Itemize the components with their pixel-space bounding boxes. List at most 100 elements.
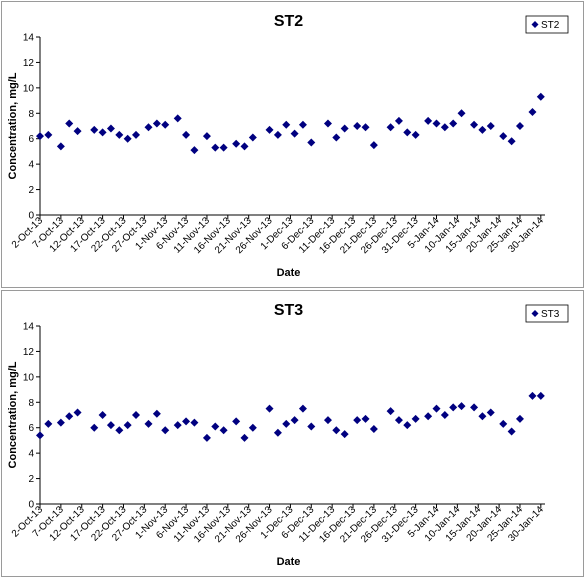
legend-marker	[531, 21, 539, 28]
data-point	[65, 119, 74, 128]
data-point	[190, 146, 199, 155]
data-point	[131, 411, 140, 419]
data-point	[432, 119, 441, 128]
data-point	[332, 133, 341, 142]
chart-title: ST3	[274, 302, 303, 319]
y-tick-label: 6	[28, 423, 34, 434]
y-tick-label: 2	[28, 474, 34, 485]
data-point	[528, 108, 537, 117]
legend: ST2	[525, 15, 569, 34]
data-point	[106, 124, 115, 133]
data-point	[457, 402, 466, 411]
data-point	[340, 124, 349, 133]
data-point	[65, 412, 74, 421]
data-point	[90, 423, 99, 432]
data-point	[323, 119, 332, 128]
data-point	[499, 132, 508, 141]
y-axis-label: Concentration, mg/L	[7, 361, 19, 468]
data-point	[131, 130, 140, 139]
data-point	[499, 419, 508, 428]
data-point	[457, 109, 466, 118]
legend-label: ST3	[541, 309, 560, 320]
data-point	[44, 130, 53, 139]
data-point	[161, 120, 170, 129]
data-point	[369, 141, 378, 150]
y-tick-label: 10	[23, 372, 35, 383]
data-point	[369, 424, 378, 433]
data-point	[478, 125, 487, 134]
data-point	[394, 116, 403, 125]
data-point	[265, 125, 274, 134]
data-point	[290, 129, 299, 138]
y-tick-label: 0	[28, 500, 34, 511]
data-point	[161, 426, 170, 435]
data-point	[144, 123, 153, 132]
data-point	[478, 412, 487, 421]
legend: ST3	[525, 304, 569, 323]
data-point	[470, 120, 479, 129]
series-st3	[36, 391, 545, 442]
data-point	[123, 421, 132, 430]
data-point	[332, 426, 341, 435]
data-point	[361, 414, 370, 423]
chart-panel-st3: ST3 0 2 4 6 8 10 12 14 2-Oct-13 7-Oct-13 12-Oct-13 1…	[1, 290, 584, 577]
y-tick-label: 2	[28, 185, 34, 196]
data-point	[248, 133, 257, 142]
y-tick-label: 12	[23, 58, 35, 69]
chart-st3: ST3024681012142-Oct-137-Oct-1312-Oct-131…	[7, 302, 569, 568]
y-axis-label: Concentration, mg/L	[7, 72, 19, 179]
data-point	[219, 143, 228, 152]
data-point	[98, 128, 107, 137]
data-point	[232, 417, 241, 426]
data-point	[219, 426, 228, 435]
data-point	[44, 419, 53, 428]
y-tick-label: 4	[28, 160, 34, 171]
x-axis-label: Date	[277, 267, 301, 279]
chart-title: ST2	[274, 13, 303, 30]
data-point	[353, 416, 362, 425]
data-point	[386, 407, 395, 416]
data-point	[173, 114, 182, 123]
y-tick-label: 8	[28, 109, 34, 120]
data-point	[470, 403, 479, 412]
data-point	[73, 127, 82, 136]
chart-st2: ST2024681012142-Oct-137-Oct-1312-Oct-131…	[7, 13, 569, 279]
data-point	[449, 119, 458, 128]
data-point	[273, 428, 282, 437]
data-point	[290, 416, 299, 425]
data-point	[248, 423, 257, 432]
data-point	[106, 421, 115, 430]
chart-panel-st2: ST2 0 2 4 6 8 10 12 14 2-Oct-13 7-Oct-13 12-Oct-13 1…	[1, 1, 584, 288]
data-point	[298, 120, 307, 129]
x-axis-label: Date	[277, 556, 301, 568]
data-point	[536, 92, 545, 101]
data-point	[152, 119, 161, 128]
data-point	[282, 419, 291, 428]
data-point	[394, 416, 403, 425]
data-point	[440, 411, 449, 419]
y-tick-label: 14	[23, 322, 35, 333]
y-tick-label: 10	[23, 83, 35, 94]
data-point	[424, 412, 433, 421]
data-point	[36, 132, 44, 141]
data-point	[232, 139, 241, 148]
data-point	[515, 122, 524, 130]
data-point	[173, 421, 182, 430]
data-point	[403, 128, 412, 137]
data-point	[152, 409, 161, 418]
data-point	[211, 422, 220, 431]
data-point	[507, 137, 516, 146]
data-point	[411, 414, 420, 423]
data-point	[424, 116, 433, 125]
data-point	[36, 431, 44, 440]
legend-box	[525, 15, 569, 34]
data-point	[411, 130, 420, 139]
data-point	[361, 123, 370, 132]
legend-label: ST2	[541, 20, 560, 31]
data-point	[182, 417, 191, 426]
data-point	[115, 130, 124, 139]
data-point	[307, 422, 316, 431]
data-point	[323, 416, 332, 425]
data-point	[240, 142, 249, 151]
